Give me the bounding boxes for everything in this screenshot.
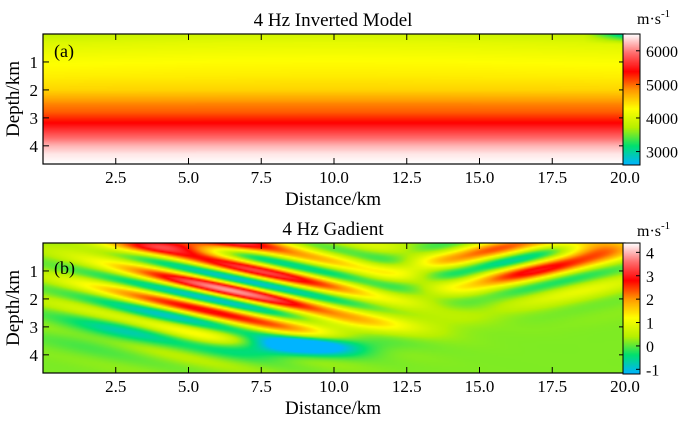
x-tick-label: 5.0 — [178, 168, 199, 187]
panel-b: 4 Hz Gadient (b) 2.5 5.0 7.5 10.0 12.5 15.0 17… — [3, 219, 670, 419]
x-tick-label: 15.0 — [465, 168, 495, 187]
panel-a-xlabel: Distance/km — [285, 189, 381, 210]
panel-a-colorbar-frame — [622, 33, 641, 166]
x-tick-label: 15.0 — [465, 377, 495, 396]
panel-a: 4 Hz Inverted Model (a) 2.5 5.0 7.5 10.0 12.… — [3, 8, 678, 210]
panel-a-colorbar-ticks: 3000 4000 5000 6000 — [636, 44, 678, 162]
x-tick-label: 20.0 — [610, 168, 640, 187]
x-tick-label: 2.5 — [105, 168, 126, 187]
colorbar-tick-label: 4 — [646, 245, 654, 262]
x-tick-label: 5.0 — [178, 377, 199, 396]
y-tick-label: 2 — [30, 81, 39, 100]
colorbar-tick-label: 6000 — [646, 44, 678, 61]
panel-a-heatmap — [43, 34, 625, 164]
x-tick-label: 12.5 — [392, 377, 422, 396]
panel-b-tag: (b) — [54, 258, 75, 279]
y-tick-label: 1 — [30, 53, 39, 72]
colorbar-tick-label: 3 — [646, 269, 654, 286]
x-tick-label: 7.5 — [251, 168, 272, 187]
colorbar-tick-label: 4000 — [646, 111, 678, 128]
panel-b-ticks: 2.5 5.0 7.5 10.0 12.5 15.0 17.5 20.0 1 2 3 4 — [30, 243, 640, 396]
x-tick-label: 20.0 — [610, 377, 640, 396]
panel-b-unit-base: m·s — [637, 223, 661, 240]
x-tick-label: 17.5 — [537, 168, 567, 187]
panel-a-colorbar-unit: m·s-1 — [637, 8, 670, 28]
panel-a-ylabel: Depth/km — [3, 61, 24, 137]
x-tick-label: 2.5 — [105, 377, 126, 396]
panel-a-title: 4 Hz Inverted Model — [254, 10, 413, 31]
panel-b-title: 4 Hz Gadient — [282, 219, 384, 240]
y-tick-label: 4 — [30, 346, 39, 365]
panel-a-ticks: 2.5 5.0 7.5 10.0 12.5 15.0 17.5 20.0 1 2 3 4 — [30, 34, 640, 187]
panel-a-colorbar — [623, 34, 640, 165]
colorbar-tick-label: 1 — [646, 316, 654, 333]
panel-b-colorbar — [623, 243, 640, 374]
colorbar-tick-label: 0 — [646, 339, 654, 356]
x-tick-label: 10.0 — [319, 377, 349, 396]
panel-b-ylabel: Depth/km — [3, 270, 24, 346]
panel-a-unit-base: m·s — [637, 11, 661, 28]
x-tick-label: 12.5 — [392, 168, 422, 187]
panel-a-tag: (a) — [54, 41, 74, 62]
panel-b-xlabel: Distance/km — [285, 398, 381, 419]
colorbar-tick-label: -1 — [646, 362, 659, 379]
y-tick-label: 4 — [30, 137, 39, 156]
x-tick-label: 10.0 — [319, 168, 349, 187]
panel-a-unit-exp: -1 — [661, 8, 670, 20]
x-tick-label: 17.5 — [537, 377, 567, 396]
panel-b-unit-exp: -1 — [661, 220, 670, 232]
panel-b-colorbar-frame — [622, 242, 641, 375]
x-tick-label: 7.5 — [251, 377, 272, 396]
colorbar-tick-label: 5000 — [646, 77, 678, 94]
y-tick-label: 1 — [30, 262, 39, 281]
colorbar-tick-label: 2 — [646, 292, 654, 309]
panel-b-colorbar-ticks: -1 0 1 2 3 4 — [636, 245, 659, 379]
y-tick-label: 3 — [30, 109, 39, 128]
colorbar-tick-label: 3000 — [646, 145, 678, 162]
panel-b-colorbar-unit: m·s-1 — [637, 220, 670, 240]
y-tick-label: 2 — [30, 290, 39, 309]
panel-b-heatmap — [43, 243, 625, 373]
y-tick-label: 3 — [30, 318, 39, 337]
